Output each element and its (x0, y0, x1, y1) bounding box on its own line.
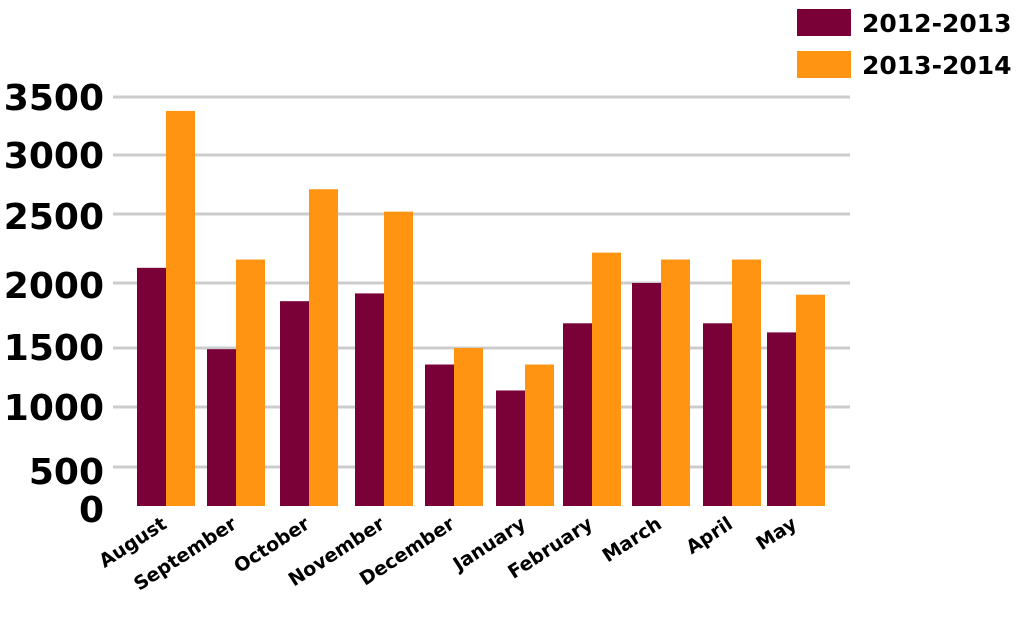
bar-january-2013-2014 (525, 364, 554, 506)
bar-february-2012-2013 (563, 323, 592, 506)
x-label-march: March (598, 513, 665, 567)
y-tick-label-2000: 2000 (4, 266, 104, 307)
bar-september-2012-2013 (207, 349, 236, 506)
y-tick-label-500: 500 (29, 452, 104, 493)
x-axis-labels: AugustSeptemberOctoberNovemberDecemberJa… (95, 512, 801, 595)
bar-april-2012-2013 (703, 323, 732, 506)
y-tick-label-3000: 3000 (4, 136, 104, 177)
bars (137, 110, 825, 507)
legend-swatch-2012-2013 (797, 9, 851, 36)
bar-december-2013-2014 (454, 348, 483, 506)
y-tick-label-0: 0 (79, 490, 104, 531)
bar-march-2012-2013 (632, 283, 661, 506)
y-tick-label-2500: 2500 (4, 197, 104, 238)
y-tick-label-1500: 1500 (4, 328, 104, 369)
bar-april-2013-2014 (732, 259, 761, 506)
bar-october-2013-2014 (309, 189, 338, 506)
y-tick-label-3500: 3500 (4, 78, 104, 119)
bar-may-2012-2013 (767, 332, 796, 506)
bar-september-2013-2014 (236, 259, 265, 506)
bar-november-2012-2013 (355, 293, 384, 506)
legend-swatch-2013-2014 (797, 51, 851, 78)
x-label-may: May (752, 512, 801, 554)
bar-december-2012-2013 (425, 364, 454, 506)
legend-label-2013-2014: 2013-2014 (862, 51, 1012, 80)
bar-january-2012-2013 (496, 390, 525, 506)
legend-label-2012-2013: 2012-2013 (862, 9, 1012, 38)
bar-november-2013-2014 (384, 211, 413, 506)
bar-august-2013-2014 (166, 110, 195, 507)
y-tick-label-1000: 1000 (4, 388, 104, 429)
x-label-april: April (682, 513, 737, 559)
bar-october-2012-2013 (280, 301, 309, 506)
bar-february-2013-2014 (592, 252, 621, 506)
bar-march-2013-2014 (661, 259, 690, 506)
legend: 2012-2013 2013-2014 (797, 9, 1012, 80)
bar-may-2013-2014 (796, 294, 825, 506)
bar-august-2012-2013 (137, 267, 166, 506)
